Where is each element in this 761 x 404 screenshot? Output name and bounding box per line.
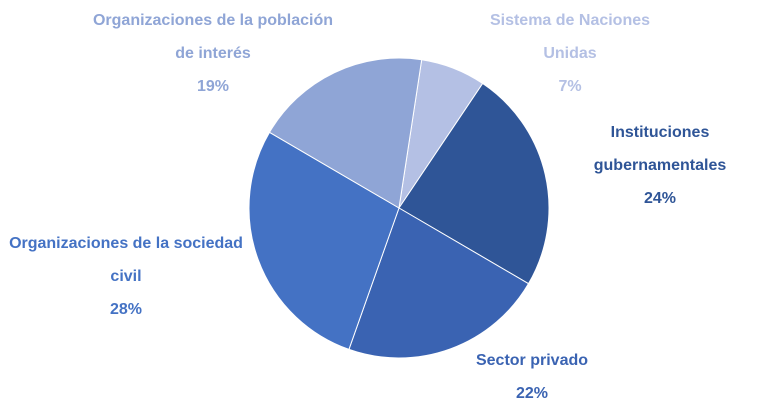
pie-slice (268, 57, 423, 209)
category-label: Organizaciones de la población de interé… (92, 12, 334, 62)
pie-slice (348, 207, 530, 359)
value-label: 19% (196, 78, 230, 95)
category-label: Sistema de Naciones Unidas (489, 12, 651, 62)
value-label: 24% (643, 190, 677, 207)
slice-label: Instituciones gubernamentales 24% (575, 116, 745, 215)
value-label: 28% (109, 301, 143, 318)
value-label: 7% (558, 78, 582, 95)
category-label: Sector privado (475, 352, 589, 369)
slice-label: Sistema de Naciones Unidas 7% (465, 4, 675, 103)
value-label: 22% (515, 385, 549, 402)
slice-label: Sector privado 22% (432, 344, 632, 404)
slice-label: Organizaciones de la sociedad civil 28% (1, 227, 251, 326)
pie-slice (398, 82, 550, 285)
category-label: Instituciones gubernamentales (593, 124, 727, 174)
category-label: Organizaciones de la sociedad civil (9, 235, 243, 285)
slice-label: Organizaciones de la población de interé… (88, 4, 338, 103)
